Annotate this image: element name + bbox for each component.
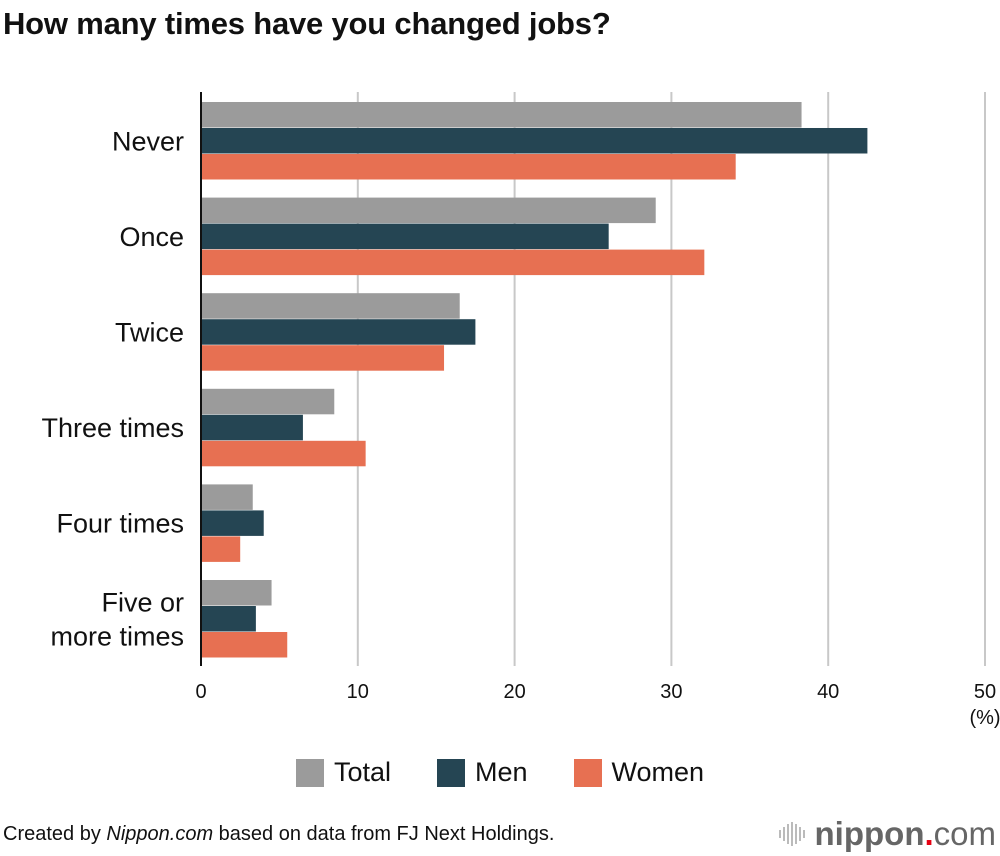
legend-label: Total xyxy=(333,757,391,787)
credit-suffix: based on data from FJ Next Holdings. xyxy=(213,823,555,845)
bar-total xyxy=(201,102,802,128)
credit-prefix: Created by xyxy=(3,823,107,845)
category-label: Never xyxy=(112,126,184,156)
legend-swatch xyxy=(573,758,602,787)
legend-label: Women xyxy=(611,757,705,787)
category-label-line: more times xyxy=(50,621,184,651)
bar-men xyxy=(201,414,303,441)
bar-women xyxy=(201,440,366,467)
x-tick-label: 40 xyxy=(817,681,839,703)
x-tick-label: 10 xyxy=(347,681,369,703)
credit-site: Nippon.com xyxy=(106,823,214,845)
legend-label: Men xyxy=(474,757,528,787)
legend: Total Men Women xyxy=(0,757,1000,788)
bar-men xyxy=(201,223,609,250)
legend-swatch xyxy=(436,758,465,787)
bar-total xyxy=(201,293,460,319)
legend-swatch xyxy=(295,758,324,787)
category-label-line: Never xyxy=(112,126,184,156)
bar-men xyxy=(201,606,256,632)
bar-men xyxy=(201,319,476,345)
logo-dot: . xyxy=(924,815,934,852)
x-tick-label: 30 xyxy=(660,681,682,703)
category-label-line: Five or xyxy=(101,587,184,617)
bar-chart: 0 10 20 30 40 50 (%) Never Once Twice Three times F… xyxy=(41,92,1000,729)
bar-women xyxy=(201,249,705,276)
category-label-line: Twice xyxy=(115,317,184,347)
sound-wave-icon xyxy=(778,822,805,846)
category-label: Once xyxy=(119,222,184,252)
bar-total xyxy=(201,197,656,224)
bar-women xyxy=(201,536,241,562)
legend-item: Women xyxy=(573,757,705,788)
nippon-logo: nippon.com xyxy=(778,815,996,853)
category-label: Three times xyxy=(41,413,184,443)
source-credit: Created by Nippon.com based on data from… xyxy=(3,823,554,846)
logo-name: nippon xyxy=(814,815,925,852)
x-tick-label: 50 xyxy=(974,681,996,703)
bar-men xyxy=(201,510,264,536)
category-label: Four times xyxy=(56,509,184,539)
category-label-line: Once xyxy=(119,222,184,252)
bar-men xyxy=(201,128,868,154)
bar-women xyxy=(201,154,736,180)
x-tick-label: 0 xyxy=(195,681,206,703)
x-tick-label: 20 xyxy=(503,681,525,703)
bar-total xyxy=(201,484,253,510)
chart-title: How many times have you changed jobs? xyxy=(3,6,611,41)
bar-women xyxy=(201,345,445,371)
bar-total xyxy=(201,580,272,606)
bar-women xyxy=(201,632,288,658)
legend-item: Men xyxy=(436,757,528,788)
x-unit-label: (%) xyxy=(969,707,1000,729)
category-label: Twice xyxy=(115,317,184,347)
bar-total xyxy=(201,388,335,415)
category-label: Five or more times xyxy=(50,587,184,651)
category-label-line: Three times xyxy=(41,413,184,443)
category-label-line: Four times xyxy=(56,509,184,539)
logo-tld: com xyxy=(933,815,996,852)
legend-item: Total xyxy=(295,757,391,788)
